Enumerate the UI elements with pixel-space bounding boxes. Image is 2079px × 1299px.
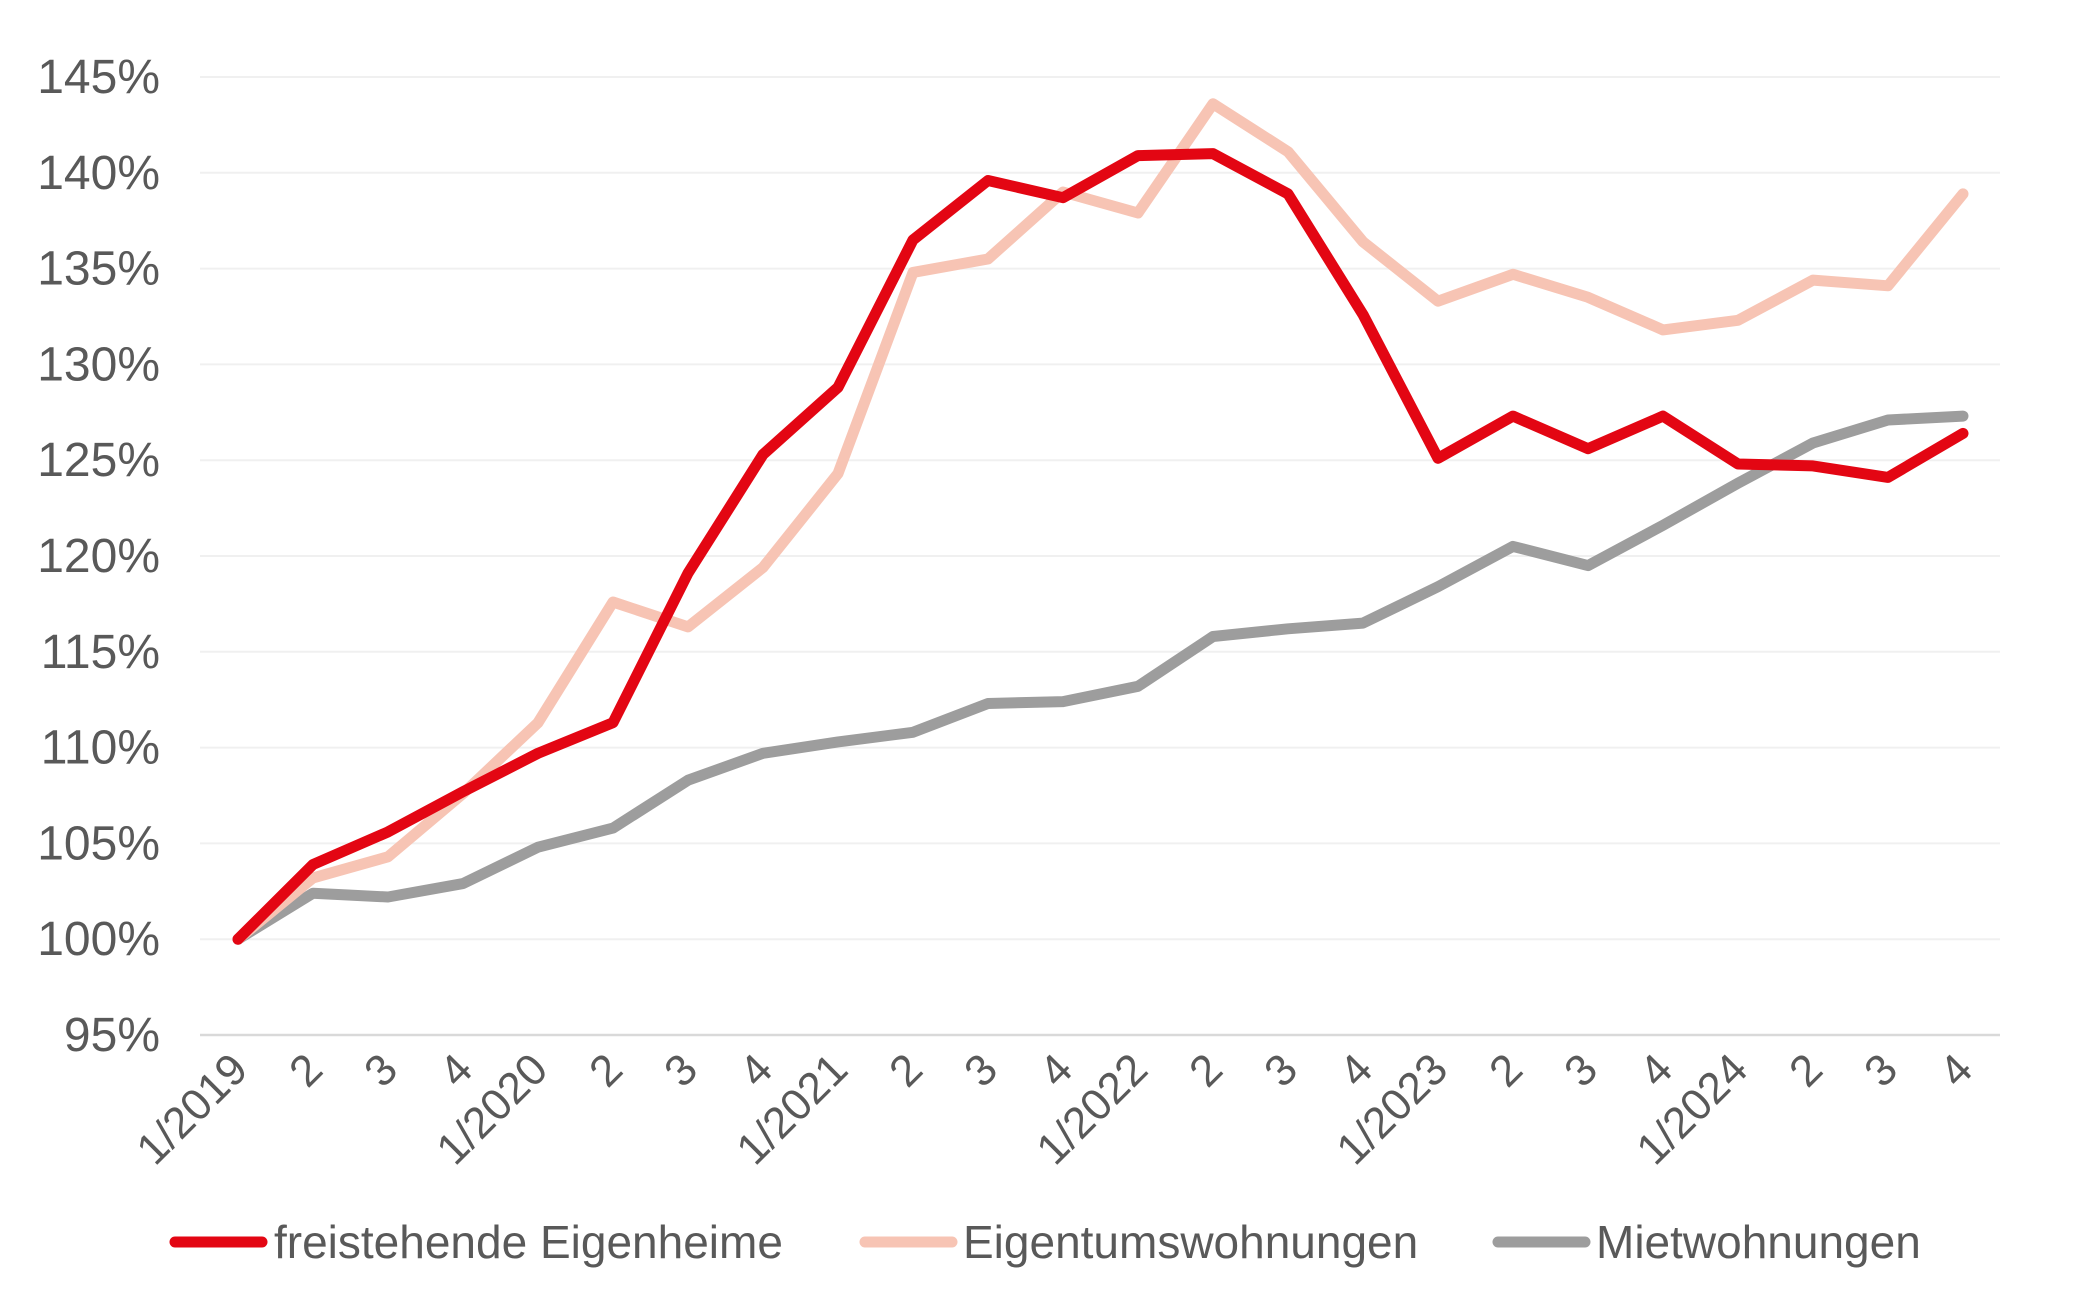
- y-tick-label: 125%: [37, 434, 160, 487]
- x-axis: 1/2019 2 3 41/2020 2 3 41/2021 2 3 41/2022 2 3 41/20…: [127, 1044, 1982, 1174]
- x-tick-label: 2: [1180, 1044, 1232, 1096]
- series-line-2: [232, 98, 1969, 945]
- x-tick-label: 3: [1255, 1044, 1307, 1096]
- legend: freistehende Eigenheime Eigentumswohnunge…: [169, 1216, 1921, 1268]
- plot-area: [232, 98, 1969, 945]
- y-tick-label: 115%: [41, 626, 160, 679]
- y-tick-label: 95%: [64, 1009, 160, 1062]
- x-tick-label: 2: [1780, 1044, 1832, 1096]
- x-tick-label: 3: [1555, 1044, 1607, 1096]
- x-tick-label: 2: [280, 1044, 332, 1096]
- legend-label: Eigentumswohnungen: [963, 1216, 1418, 1268]
- y-tick-label: 140%: [37, 147, 160, 200]
- x-tick-label: 3: [955, 1044, 1007, 1096]
- y-tick-label: 110%: [41, 722, 160, 775]
- legend-label: freistehende Eigenheime: [274, 1216, 783, 1268]
- gridlines: [200, 76, 2000, 1037]
- x-tick-label: 3: [655, 1044, 707, 1096]
- y-tick-label: 130%: [37, 338, 160, 391]
- x-tick-label: 2: [880, 1044, 932, 1096]
- series-line-1: [232, 148, 1969, 945]
- x-tick-label: 4: [1030, 1044, 1082, 1096]
- series-line-3: [232, 410, 1969, 945]
- legend-label: Mietwohnungen: [1596, 1216, 1921, 1268]
- x-tick-label: 2: [580, 1044, 632, 1096]
- x-tick-label: 1/2019: [127, 1044, 257, 1174]
- y-tick-label: 135%: [37, 243, 160, 296]
- y-tick-label: 105%: [37, 817, 160, 870]
- y-axis: 95% 100% 105% 110% 115% 120% 125% 130% 135% 140% 1…: [37, 51, 160, 1062]
- x-tick-label: 3: [355, 1044, 407, 1096]
- y-tick-label: 145%: [37, 51, 160, 104]
- y-tick-label: 120%: [37, 530, 160, 583]
- x-tick-label: 3: [1855, 1044, 1907, 1096]
- x-tick-label: 4: [1930, 1044, 1982, 1096]
- x-tick-label: 4: [1330, 1044, 1382, 1096]
- x-tick-label: 2: [1480, 1044, 1532, 1096]
- y-tick-label: 100%: [37, 913, 160, 966]
- x-tick-label: 4: [430, 1044, 482, 1096]
- x-tick-label: 4: [1630, 1044, 1682, 1096]
- x-tick-label: 4: [730, 1044, 782, 1096]
